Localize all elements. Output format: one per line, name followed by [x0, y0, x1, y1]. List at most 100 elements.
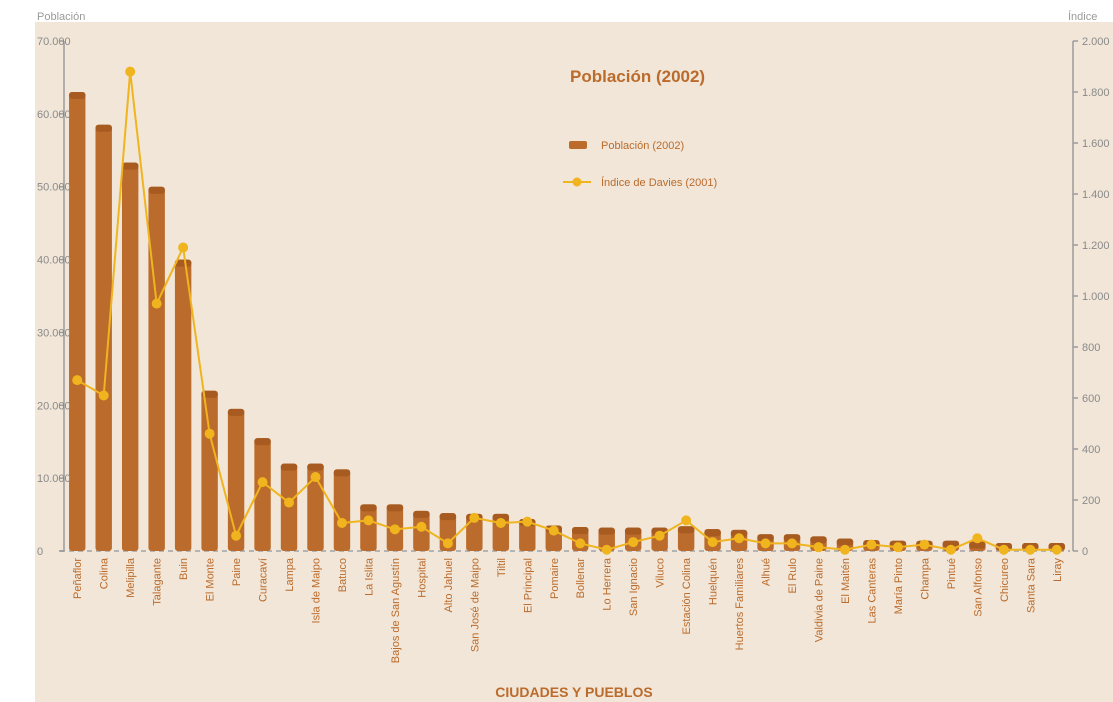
davies-point-23: [681, 515, 692, 526]
y-right-tick-label: 1.600: [1082, 138, 1110, 150]
bars-layer: [69, 92, 1065, 552]
bar-10: [333, 469, 351, 551]
davies-point-20: [601, 544, 612, 555]
category-label-29: El Maitén: [840, 558, 852, 604]
bar-7: [254, 438, 271, 551]
davies-point-31: [892, 542, 903, 553]
davies-point-16: [495, 517, 506, 528]
y-right-tick-label: 800: [1082, 342, 1100, 354]
category-label-16: Tiltil: [496, 558, 508, 577]
category-label-5: El Monte: [205, 558, 217, 601]
y-left-tick-label: 60.000: [37, 109, 71, 121]
bar-cap-34: [969, 541, 986, 549]
category-label-28: Valdivia de Paine: [814, 558, 826, 642]
davies-point-0: [72, 375, 83, 386]
line-layer: [72, 66, 1062, 555]
davies-point-24: [707, 537, 718, 548]
davies-point-17: [522, 516, 533, 527]
category-label-18: Pomaire: [549, 558, 561, 599]
category-label-23: Estación Colina: [681, 557, 693, 634]
legend-label-line: Índice de Davies (2001): [601, 176, 717, 189]
category-label-8: Lampa: [284, 557, 296, 592]
bar-5: [201, 390, 218, 551]
y-left-tick-label: 20.000: [37, 400, 71, 412]
bar-cap-9: [307, 463, 324, 471]
category-label-13: Hospital: [416, 558, 428, 598]
y-left-tick-label: 10.000: [37, 473, 71, 485]
davies-point-36: [1025, 544, 1036, 555]
y-left-tick-label: 70.000: [37, 36, 71, 48]
bar-cap-20: [598, 527, 615, 535]
davies-point-14: [442, 538, 453, 549]
davies-point-27: [787, 538, 798, 549]
davies-point-32: [919, 539, 930, 550]
y-left-tick-label: 30.000: [37, 327, 71, 339]
davies-point-5: [204, 428, 215, 439]
davies-point-12: [389, 524, 400, 535]
category-label-15: San José de Maipo: [469, 558, 481, 652]
davies-point-29: [839, 544, 850, 555]
y-right-tick-label: 1.200: [1082, 240, 1110, 252]
davies-point-25: [734, 533, 745, 544]
y-axis-right-label: Índice: [1068, 10, 1097, 23]
davies-point-22: [654, 530, 665, 541]
category-label-22: Viluco: [655, 558, 667, 588]
y-left-tick-label: 40.000: [37, 255, 71, 267]
y-right-tick-label: 1.800: [1082, 87, 1110, 99]
bar-cap-21: [624, 527, 642, 535]
davies-point-34: [972, 533, 983, 544]
bar-cap-26: [757, 534, 774, 542]
bar-11: [360, 504, 377, 551]
category-label-3: Talagante: [152, 558, 164, 606]
axes-layer: [59, 40, 1078, 552]
davies-point-13: [416, 521, 427, 532]
bar-cap-7: [254, 438, 271, 446]
y-axis-left-label: Población: [37, 11, 85, 23]
bar-cap-3: [148, 186, 165, 194]
bar-cap-23: [677, 526, 695, 534]
davies-point-21: [628, 537, 639, 548]
davies-point-1: [98, 390, 109, 401]
legend-label-bar: Población (2002): [601, 140, 684, 152]
y-right-tick-label: 600: [1082, 393, 1100, 405]
bar-3: [148, 186, 165, 551]
category-label-10: Batuco: [337, 558, 349, 592]
davies-point-6: [231, 530, 242, 541]
bar-6: [227, 408, 245, 551]
davies-point-11: [363, 515, 374, 526]
y-left-tick-label: 0: [37, 546, 43, 558]
x-axis-label: CIUDADES Y PUEBLOS: [495, 684, 652, 700]
bar-17: [519, 518, 536, 551]
bar-4: [174, 259, 192, 551]
category-label-30: Las Canteras: [866, 558, 878, 624]
category-label-35: Chicureo: [999, 558, 1011, 602]
bar-cap-27: [783, 534, 801, 542]
category-label-31: María Pinto: [893, 558, 905, 614]
bar-cap-19: [572, 526, 589, 534]
category-label-37: Liray: [1052, 558, 1064, 582]
davies-point-4: [178, 242, 189, 253]
bar-cap-6: [227, 408, 245, 416]
y-right-tick-label: 2.000: [1082, 36, 1110, 48]
category-label-20: Lo Herrera: [602, 557, 614, 610]
category-label-1: Colina: [99, 557, 111, 589]
bar-cap-33: [942, 540, 960, 548]
davies-point-26: [760, 538, 771, 549]
category-label-14: Alto Jahuel: [443, 558, 455, 612]
davies-point-3: [151, 298, 162, 309]
category-label-19: Bollenar: [575, 558, 587, 599]
bar-cap-29: [836, 538, 854, 546]
davies-point-8: [284, 497, 295, 508]
legend-bar-swatch: [569, 141, 587, 149]
bar-2: [121, 162, 139, 551]
bar-cap-2: [121, 162, 139, 170]
category-label-0: Peñaflor: [72, 558, 84, 599]
category-label-24: Huelquén: [708, 558, 720, 605]
bar-cap-5: [201, 390, 218, 398]
category-label-7: Curacaví: [258, 558, 270, 602]
bar-cap-1: [95, 124, 112, 132]
bar-cap-12: [386, 504, 404, 512]
bar-1: [95, 124, 112, 552]
davies-point-9: [310, 472, 321, 483]
bar-cap-24: [704, 529, 721, 537]
